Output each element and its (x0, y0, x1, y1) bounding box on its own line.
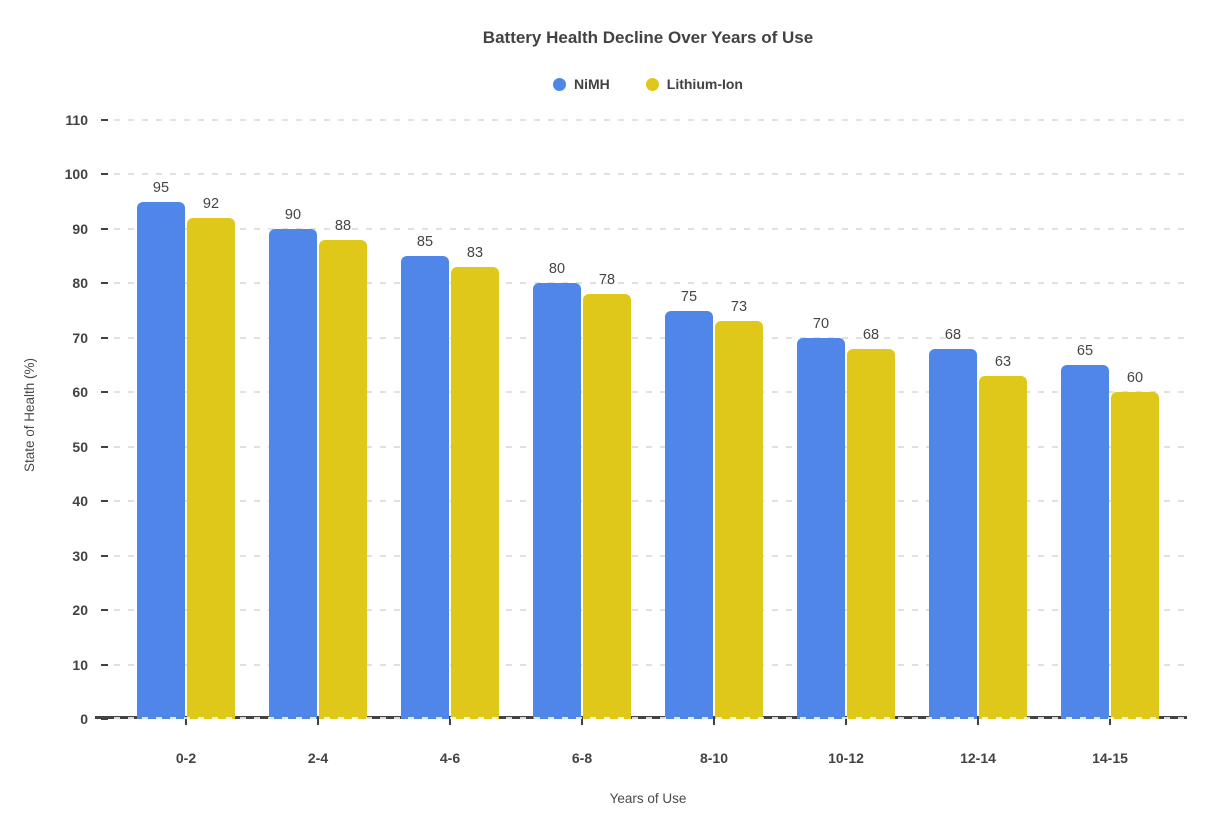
y-axis-tick (101, 500, 108, 503)
bar-value-label: 60 (1126, 370, 1144, 386)
x-axis-tick (845, 719, 847, 725)
bar-nimh-6-8[interactable] (533, 283, 581, 719)
x-axis-tick (1109, 719, 1111, 725)
bar-value-label: 63 (994, 354, 1012, 370)
bar-value-label: 85 (416, 234, 434, 250)
bar-nimh-12-14[interactable] (929, 349, 977, 719)
y-axis-label: 40 (72, 493, 88, 510)
bar-value-label: 83 (466, 245, 484, 261)
y-axis-label: 50 (72, 438, 88, 455)
legend-marker-icon (645, 77, 659, 91)
bar-value-label: 88 (334, 218, 352, 234)
y-axis-tick (101, 173, 108, 176)
chart-legend: NiMH Lithium-Ion (120, 74, 1176, 94)
bar-lithium-ion-14-15[interactable] (1111, 392, 1159, 719)
x-axis-tick (185, 719, 187, 725)
bar-value-label: 65 (1076, 343, 1094, 359)
x-axis-tick (317, 719, 319, 725)
bar-nimh-2-4[interactable] (269, 229, 317, 719)
gridline (114, 500, 1184, 503)
gridline (114, 282, 1184, 285)
y-axis-tick (101, 227, 108, 230)
x-axis-tick (977, 719, 979, 725)
y-axis-label: 110 (65, 112, 88, 128)
bar-nimh-14-15[interactable] (1061, 365, 1109, 719)
bar-nimh-0-2[interactable] (137, 202, 185, 719)
legend-marker-icon (553, 77, 566, 91)
bar-value-label: 68 (862, 327, 880, 343)
gridline (114, 445, 1184, 448)
y-axis-label: 60 (72, 384, 88, 401)
gridline (114, 119, 1184, 121)
bar-value-label: 95 (152, 180, 170, 196)
bar-lithium-ion-0-2[interactable] (187, 218, 235, 719)
bar-nimh-8-10[interactable] (665, 311, 713, 719)
bar-nimh-4-6[interactable] (401, 256, 449, 719)
y-axis-tick (101, 554, 108, 557)
y-axis-tick (101, 282, 108, 285)
x-axis-label: 10-12 (828, 750, 864, 766)
bar-lithium-ion-2-4[interactable] (319, 240, 367, 719)
bar-value-label: 70 (812, 316, 830, 332)
bar-value-label: 80 (548, 261, 566, 277)
bar-nimh-10-12[interactable] (797, 338, 845, 719)
gridline (114, 609, 1184, 612)
y-axis-tick (101, 609, 108, 612)
y-axis-label: 0 (80, 711, 88, 727)
y-axis-label: 90 (72, 220, 88, 237)
x-axis-label: 2-4 (307, 750, 329, 766)
gridline (114, 336, 1184, 339)
legend-item-nimh[interactable]: NiMH (553, 76, 610, 92)
y-axis-label: 80 (72, 275, 88, 292)
bar-lithium-ion-12-14[interactable] (979, 376, 1027, 719)
bar-lithium-ion-4-6[interactable] (451, 267, 499, 719)
legend-item-lithium-ion[interactable]: Lithium-Ion (645, 76, 743, 92)
y-axis-tick (101, 718, 108, 720)
x-axis-tick (713, 719, 715, 725)
gridline (114, 391, 1184, 394)
gridline (114, 173, 1184, 176)
gridline (114, 227, 1184, 230)
bar-value-label: 75 (680, 289, 698, 305)
x-axis-label: 0-2 (175, 750, 197, 766)
x-axis-label: 4-6 (439, 750, 461, 766)
y-axis-tick (101, 663, 108, 666)
x-axis-label: 8-10 (699, 750, 729, 766)
x-axis-label: 12-14 (960, 750, 996, 766)
bar-value-label: 90 (284, 207, 302, 223)
x-axis-tick (581, 719, 583, 725)
y-axis-tick (101, 445, 108, 448)
y-axis-tick (101, 391, 108, 394)
y-axis-label: 20 (72, 602, 88, 619)
y-axis-label: 70 (72, 329, 88, 346)
zero-gridline (114, 717, 1184, 719)
legend-item-label: Lithium-Ion (666, 76, 743, 92)
bar-value-label: 73 (730, 299, 748, 315)
x-axis-tick (449, 719, 451, 725)
legend-item-label: NiMH (574, 76, 610, 92)
bar-lithium-ion-8-10[interactable] (715, 321, 763, 719)
y-axis-tick (101, 336, 108, 339)
chart-title: Battery Health Decline Over Years of Use (482, 28, 814, 47)
bar-lithium-ion-6-8[interactable] (583, 294, 631, 719)
gridline (114, 663, 1184, 666)
y-axis-tick (101, 119, 108, 121)
y-axis-label: 100 (64, 166, 88, 183)
y-axis-label: 30 (72, 547, 88, 564)
x-axis-title: Years of Use (609, 791, 687, 806)
bar-value-label: 92 (202, 196, 220, 212)
x-axis-label: 14-15 (1092, 750, 1128, 766)
bar-value-label: 68 (944, 327, 962, 343)
x-axis-label: 6-8 (571, 750, 593, 766)
bar-value-label: 78 (598, 272, 616, 288)
bar-lithium-ion-10-12[interactable] (847, 349, 895, 719)
gridline (114, 554, 1184, 557)
y-axis-label: 10 (72, 656, 88, 673)
